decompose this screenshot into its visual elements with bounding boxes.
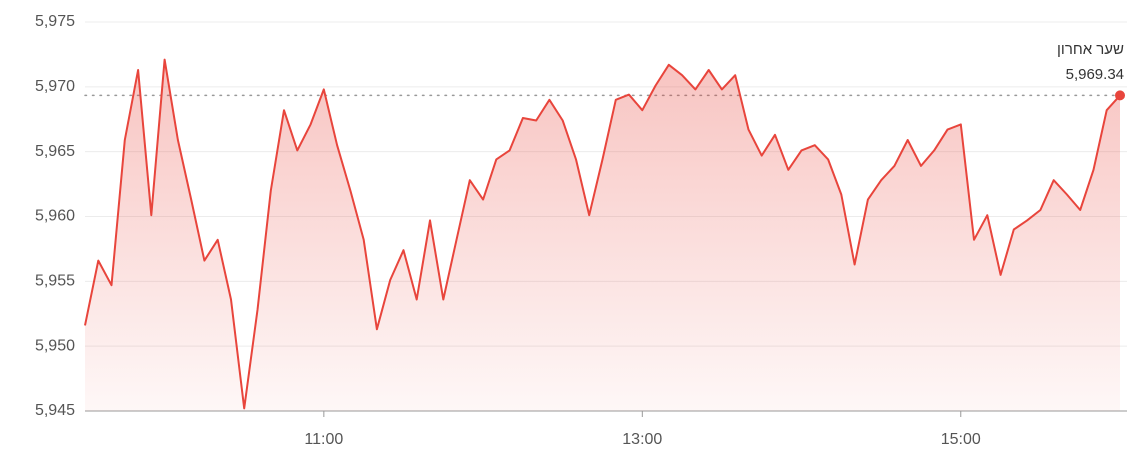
y-tick-label: 5,950 bbox=[35, 337, 75, 354]
area bbox=[85, 59, 1120, 411]
price-line bbox=[84, 58, 1121, 410]
y-tick-label: 5,945 bbox=[35, 402, 75, 419]
last-point bbox=[1115, 90, 1125, 101]
y-tick-label: 5,960 bbox=[35, 208, 75, 225]
annotation-value: 5,969.34 bbox=[1066, 66, 1124, 83]
y-tick-label: 5,965 bbox=[35, 143, 75, 160]
y-tick-label: 5,955 bbox=[35, 273, 75, 290]
annotation-label: שער אחרון bbox=[1057, 41, 1124, 58]
y-tick-label: 5,970 bbox=[35, 78, 75, 95]
x-tick-label: 15:00 bbox=[941, 431, 981, 448]
x-tick-label: 13:00 bbox=[622, 431, 662, 448]
x-tick-label: 11:00 bbox=[304, 431, 343, 448]
y-tick-label: 5,975 bbox=[35, 13, 75, 30]
